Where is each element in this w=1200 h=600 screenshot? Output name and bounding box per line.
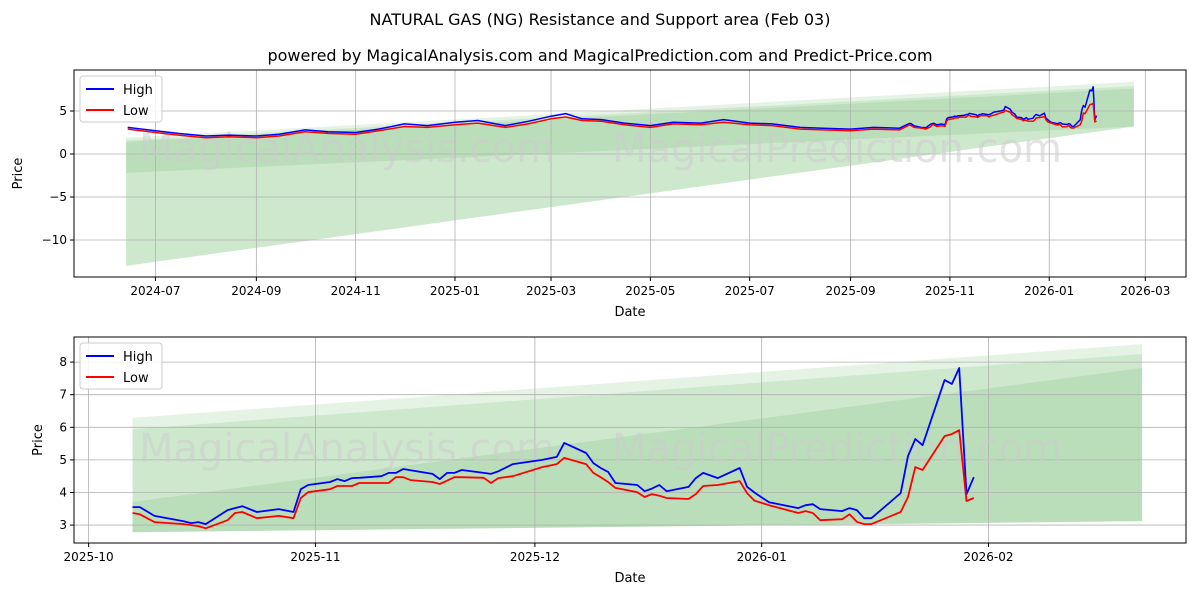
legend-label-high: High <box>123 350 153 365</box>
y-tick-label: 5 <box>59 453 67 467</box>
y-tick-label: 4 <box>59 485 67 499</box>
x-tick-label: 2026-01 <box>737 550 787 564</box>
x-tick-label: 2026-03 <box>1120 284 1170 298</box>
low-price-line <box>132 429 975 530</box>
legend-label-low: Low <box>123 371 149 386</box>
high-price-line <box>127 86 1098 137</box>
x-tick-label: 2025-11 <box>925 284 975 298</box>
y-axis-label: Price <box>31 424 46 456</box>
y-tick-label: 5 <box>59 104 67 118</box>
chart-title: NATURAL GAS (NG) Resistance and Support … <box>369 10 831 29</box>
x-tick-label: 2025-03 <box>526 284 576 298</box>
axes-frame <box>73 336 1187 544</box>
x-tick-label: 2025-01 <box>430 284 480 298</box>
watermark: MagicalPrediction.com <box>612 126 1062 172</box>
low-price-line <box>127 102 1097 139</box>
legend-label-high: High <box>123 83 153 98</box>
x-tick-label: 2025-12 <box>510 550 560 564</box>
chart-subtitle: powered by MagicalAnalysis.com and Magic… <box>267 46 933 65</box>
y-tick-label: 6 <box>59 420 67 434</box>
x-tick-label: 2026-02 <box>963 550 1013 564</box>
axes-frame <box>73 69 1187 278</box>
x-tick-label: 2025-07 <box>725 284 775 298</box>
legend-label-low: Low <box>123 104 149 119</box>
y-axis-label: Price <box>11 158 26 190</box>
x-tick-label: 2025-09 <box>826 284 876 298</box>
x-axis-label: Date <box>614 571 645 586</box>
legend: High Low <box>79 75 163 123</box>
y-tick-label: 0 <box>59 147 67 161</box>
x-tick-label: 2024-09 <box>231 284 281 298</box>
x-tick-label: 2025-05 <box>625 284 675 298</box>
watermark: MagicalPrediction.com <box>612 426 1062 472</box>
y-tick-label: 7 <box>59 388 67 402</box>
x-tick-label: 2025-10 <box>64 550 114 564</box>
chart-2: 2025-10 2025-11 2025-12 2026-01 2026-02 3 4 5 6 7… <box>31 336 1187 586</box>
x-axis-label: Date <box>614 305 645 320</box>
y-tick-label: 3 <box>59 518 67 532</box>
support-resistance-band-3 <box>132 367 1143 533</box>
x-tick-label: 2026-01 <box>1024 284 1074 298</box>
x-tick-label: 2025-11 <box>290 550 340 564</box>
y-tick-label: 8 <box>59 355 67 369</box>
chart-1: 2024-07 2024-09 2024-11 2025-01 2025-03 2025-… <box>11 69 1187 320</box>
x-tick-label: 2024-07 <box>130 284 180 298</box>
support-resistance-band-2 <box>132 353 1143 533</box>
high-price-line <box>132 367 975 525</box>
legend: High Low <box>79 342 163 390</box>
y-tick-label: −5 <box>49 190 67 204</box>
x-tick-label: 2024-11 <box>331 284 381 298</box>
support-resistance-band-3 <box>126 88 1134 173</box>
y-tick-label: −10 <box>42 233 67 247</box>
watermark: MagicalAnalysis.com <box>139 426 555 472</box>
support-resistance-band-1 <box>132 344 1143 533</box>
